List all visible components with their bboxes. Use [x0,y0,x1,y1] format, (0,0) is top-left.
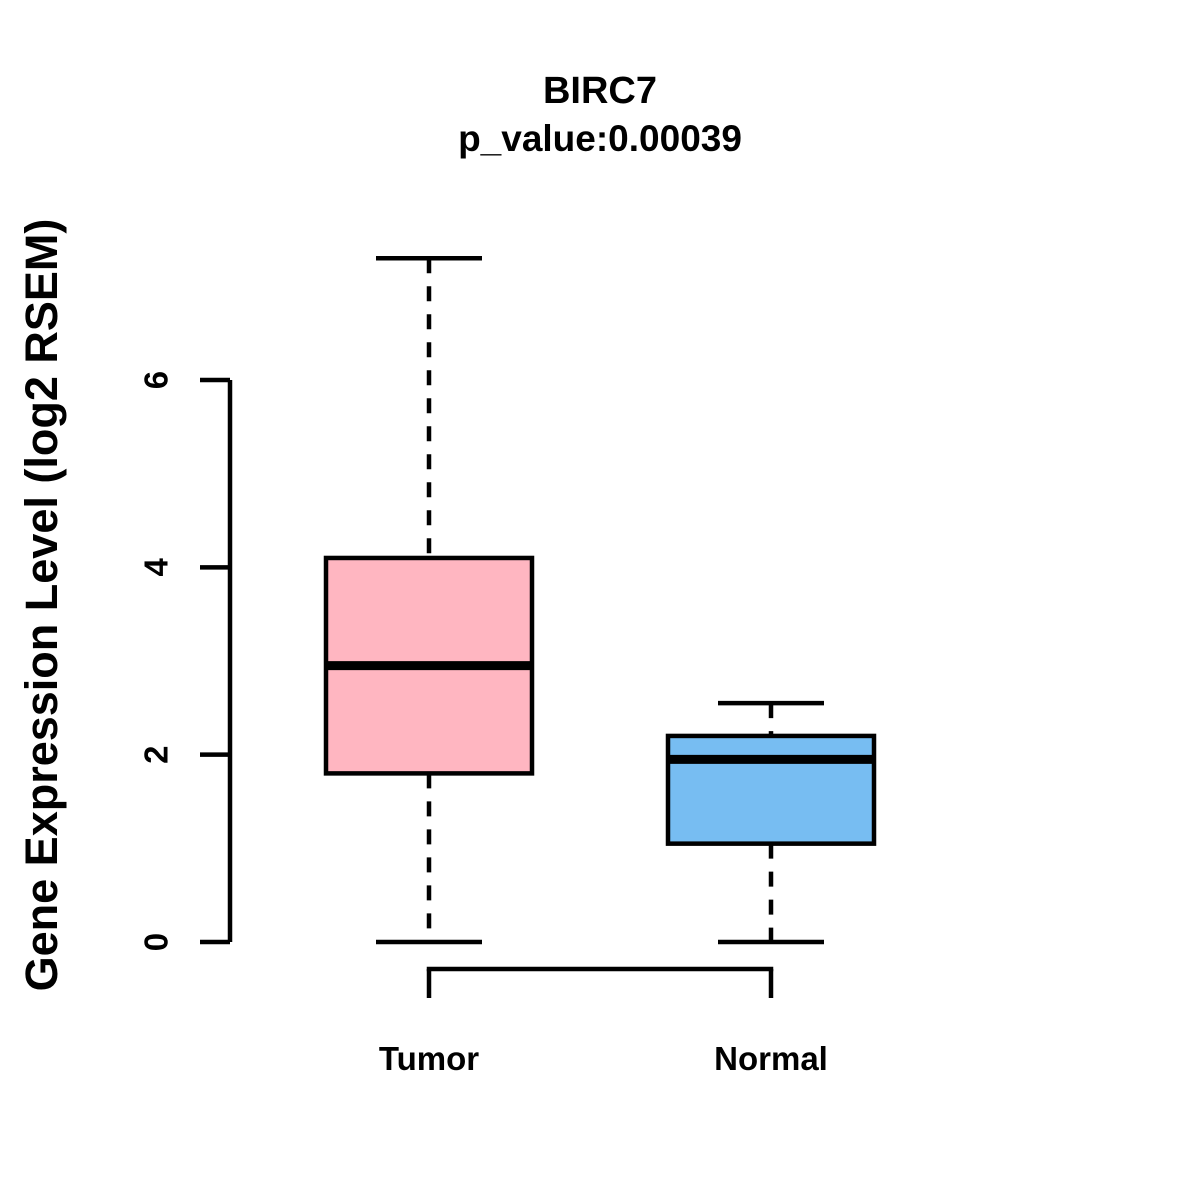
normal-box [665,733,877,846]
y-tick-label: 0 [138,933,175,951]
x-category-label-normal: Normal [714,1040,828,1077]
x-category-label-tumor: Tumor [378,1040,480,1077]
chart-subtitle-pvalue: p_value:0.00039 [458,118,742,159]
y-tick-label: 6 [138,371,175,389]
y-tick-label: 4 [138,558,175,577]
chart-title: BIRC7 [542,70,658,112]
y-tick-label: 2 [138,745,175,763]
